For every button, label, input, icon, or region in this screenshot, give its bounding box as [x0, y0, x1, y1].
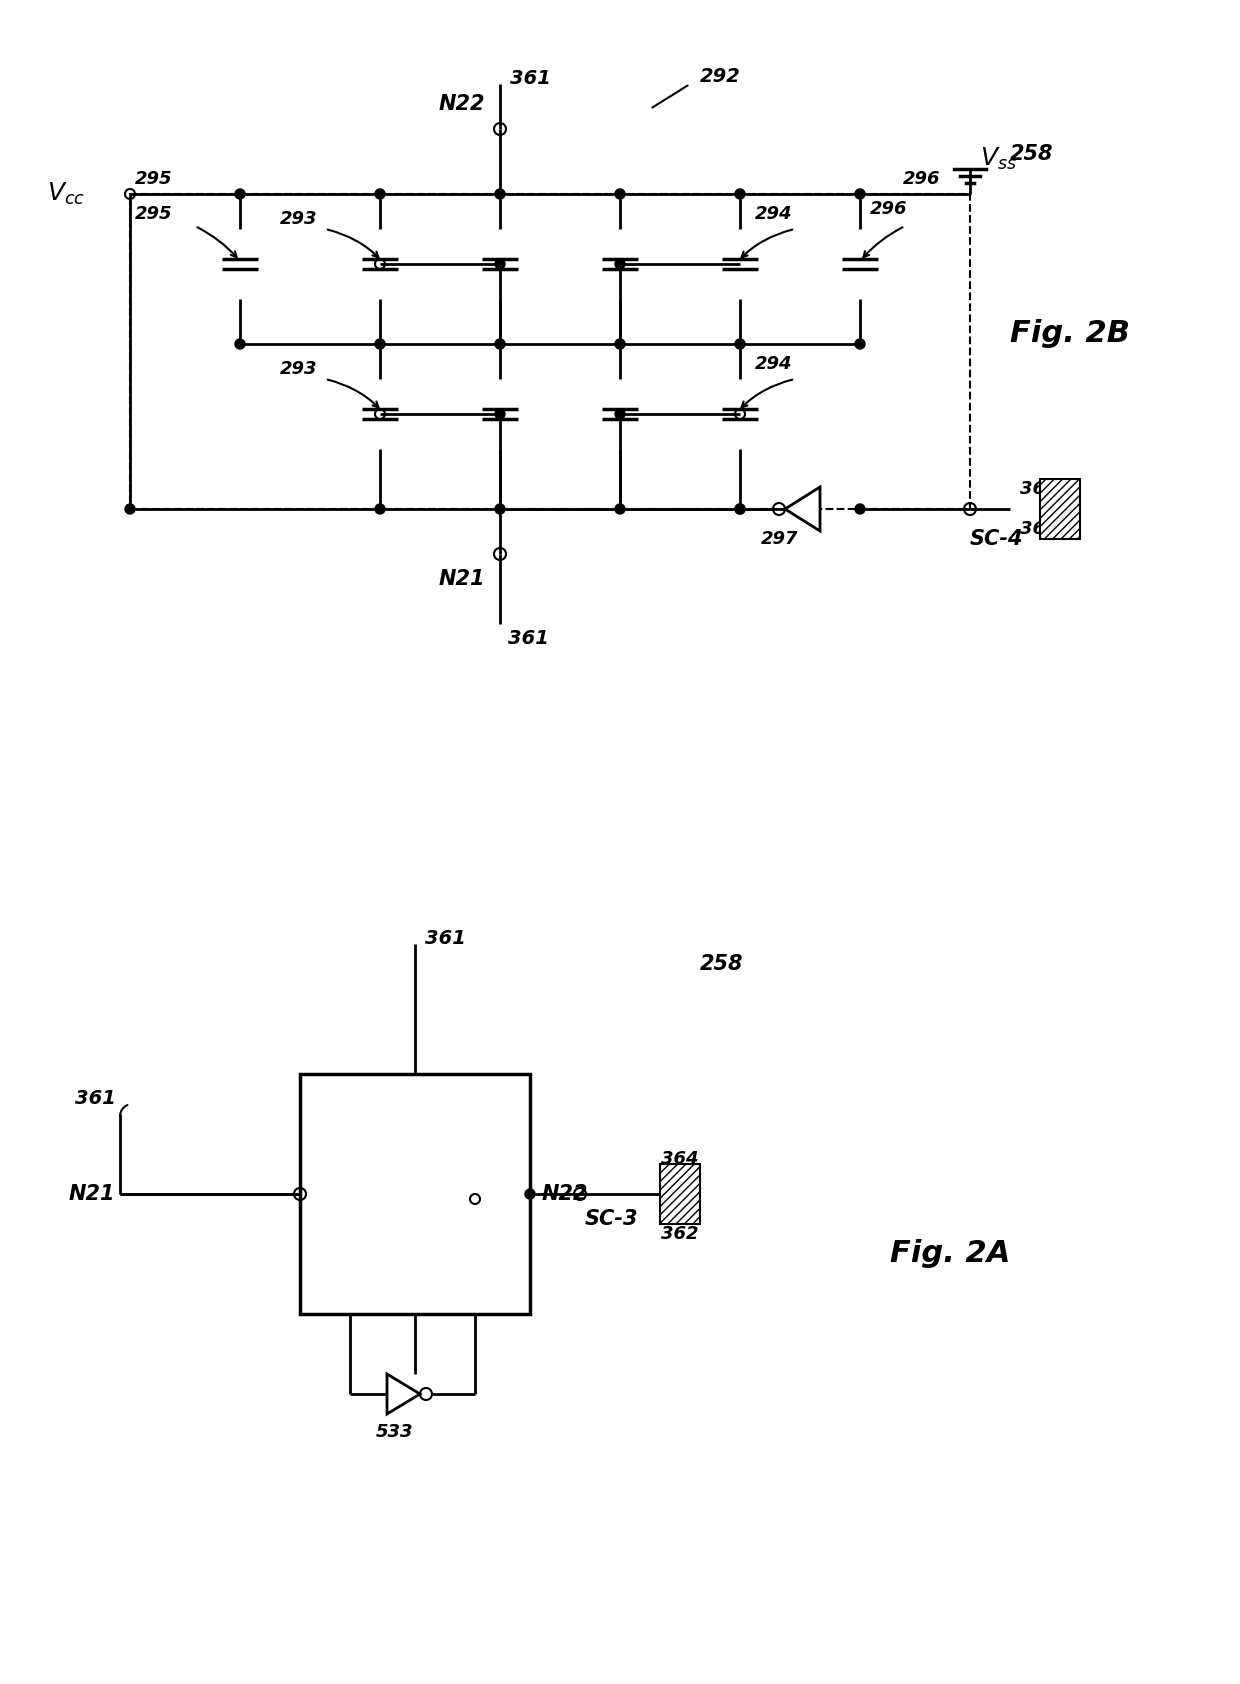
Bar [1040, 478, 1080, 539]
Circle shape [735, 504, 745, 514]
Text: 361: 361 [74, 1090, 115, 1108]
Text: $V_{ss}$: $V_{ss}$ [980, 147, 1017, 172]
Text: N22: N22 [439, 94, 485, 115]
Circle shape [495, 504, 505, 514]
Circle shape [856, 189, 866, 199]
Text: 295: 295 [135, 205, 172, 222]
Text: 297: 297 [761, 530, 799, 547]
Circle shape [735, 504, 745, 514]
Circle shape [615, 338, 625, 349]
Circle shape [735, 189, 745, 199]
Bar [130, 194, 970, 509]
Text: 223: 223 [310, 1293, 347, 1312]
Text: 294: 294 [755, 205, 792, 222]
Text: 361: 361 [510, 69, 551, 89]
Circle shape [374, 189, 384, 199]
Text: Fig. 2A: Fig. 2A [890, 1239, 1011, 1268]
Text: 364: 364 [1021, 480, 1058, 498]
Circle shape [735, 338, 745, 349]
Circle shape [125, 504, 135, 514]
Text: 362: 362 [1021, 520, 1058, 537]
Text: 361: 361 [508, 630, 549, 648]
Text: 292: 292 [701, 66, 740, 86]
Text: SC-3: SC-3 [585, 1209, 639, 1229]
Text: 361: 361 [425, 930, 466, 948]
Circle shape [615, 259, 625, 269]
Circle shape [495, 189, 505, 199]
Text: SC-4: SC-4 [970, 529, 1023, 549]
Text: N22: N22 [542, 1184, 589, 1204]
Circle shape [374, 504, 384, 514]
Text: 293: 293 [280, 210, 317, 227]
Text: 296: 296 [903, 170, 940, 189]
Bar [300, 1074, 529, 1314]
Polygon shape [387, 1374, 420, 1415]
Text: 296: 296 [870, 200, 908, 217]
Text: 222: 222 [310, 1076, 347, 1095]
Text: 293: 293 [280, 360, 317, 377]
Text: 295: 295 [135, 170, 172, 189]
Circle shape [856, 338, 866, 349]
Text: 364: 364 [661, 1150, 699, 1169]
Text: 362: 362 [661, 1224, 699, 1243]
Text: 258: 258 [1011, 145, 1054, 163]
Text: Fig. 2B: Fig. 2B [1011, 320, 1130, 349]
Text: 294: 294 [755, 355, 792, 372]
Polygon shape [785, 487, 820, 530]
Bar [660, 1164, 701, 1224]
Circle shape [615, 409, 625, 419]
Circle shape [374, 338, 384, 349]
Circle shape [236, 189, 246, 199]
Text: N21: N21 [68, 1184, 115, 1204]
Circle shape [615, 504, 625, 514]
Text: 258: 258 [701, 955, 744, 973]
Circle shape [495, 409, 505, 419]
Circle shape [495, 259, 505, 269]
Circle shape [495, 338, 505, 349]
Circle shape [525, 1189, 534, 1199]
Text: N21: N21 [439, 569, 485, 589]
Circle shape [856, 504, 866, 514]
Circle shape [236, 338, 246, 349]
Text: $V_{cc}$: $V_{cc}$ [47, 180, 86, 207]
Circle shape [615, 189, 625, 199]
Text: 533: 533 [376, 1423, 414, 1442]
